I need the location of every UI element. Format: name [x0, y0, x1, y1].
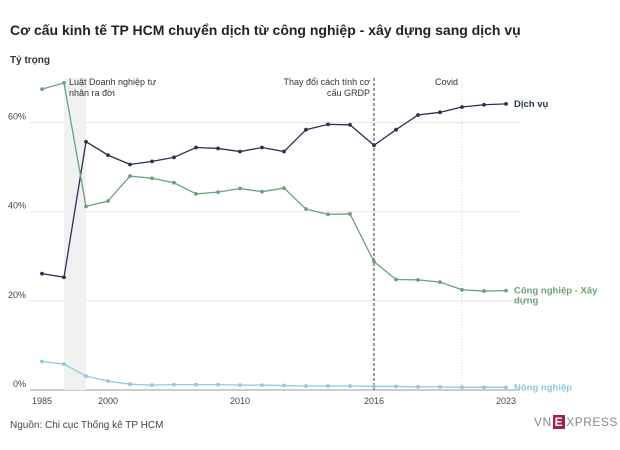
series-2-point-17	[416, 384, 420, 389]
series-0-point-10	[260, 145, 264, 150]
series-2-point-11	[282, 383, 286, 388]
series-0-point-19	[460, 105, 464, 109]
series-0-point-13	[326, 122, 330, 127]
series-2-point-20	[482, 385, 486, 390]
x-tick-label-2: 2010	[230, 396, 250, 406]
series-1-point-3	[106, 199, 110, 203]
series-1-point-20	[482, 289, 486, 293]
series-1-point-17	[416, 278, 420, 282]
series-1-point-1	[62, 81, 66, 85]
series-1-point-12	[304, 207, 308, 211]
series-1-point-2	[84, 204, 88, 209]
series-2-point-3	[106, 379, 110, 383]
annotation-text-0-1: nhân ra đời	[69, 88, 115, 98]
series-label-0-0: Dịch vụ	[514, 99, 549, 110]
series-0-point-20	[482, 102, 486, 107]
annotation-text-0-0: Luật Doanh nghiệp tư	[69, 77, 156, 87]
series-line-1	[41, 82, 507, 292]
series-1-point-21	[504, 288, 508, 293]
series-1-point-0	[40, 87, 44, 92]
series-2-point-9	[238, 383, 242, 387]
series-1-point-6	[172, 180, 176, 185]
series-0-point-3	[106, 153, 110, 158]
series-1-point-7	[194, 191, 198, 196]
logo-prefix: VN	[534, 415, 552, 429]
annotation-band-0	[64, 78, 86, 390]
vnexpress-logo: VN E XPRESS	[534, 415, 618, 429]
logo-suffix: XPRESS	[566, 415, 618, 429]
series-2-point-6	[172, 382, 176, 387]
y-tick-label-1: 20%	[8, 290, 26, 300]
x-tick-label-0: 1985	[32, 396, 52, 406]
series-0-point-9	[238, 149, 242, 154]
series-2-point-10	[260, 383, 264, 387]
series-1-point-5	[150, 176, 154, 181]
annotation-text-1-0: Thay đổi cách tính cơ	[284, 77, 371, 87]
series-line-2	[41, 360, 506, 388]
annotation-text-2-0: Covid	[435, 77, 458, 87]
series-0-point-18	[438, 110, 442, 115]
series-1-point-9	[238, 186, 242, 191]
annotation-text-1-1: cấu GRDP	[327, 88, 370, 98]
series-2-point-7	[194, 382, 198, 387]
x-tick-label-3: 2016	[364, 396, 384, 406]
series-1-point-10	[260, 189, 264, 194]
series-label-1-1: dựng	[514, 296, 538, 307]
series-0-point-0	[40, 271, 44, 276]
series-2-point-18	[438, 384, 442, 389]
series-2-point-16	[394, 384, 398, 389]
series-label-2-0: Nông nghiệp	[514, 382, 572, 393]
series-1-point-11	[282, 186, 286, 190]
series-2-point-8	[216, 382, 220, 387]
series-0-point-12	[304, 127, 308, 132]
series-2-point-14	[348, 384, 352, 388]
series-2-point-21	[504, 385, 508, 390]
x-tick-label-1: 2000	[98, 396, 118, 406]
x-tick-label-4: 2023	[496, 396, 516, 406]
series-2-point-4	[128, 382, 132, 387]
series-0-point-7	[194, 145, 198, 150]
series-1-point-19	[460, 287, 464, 292]
series-1-point-16	[394, 277, 398, 282]
series-line-0	[41, 103, 507, 278]
series-2-point-19	[460, 385, 464, 390]
series-0-point-5	[150, 159, 154, 164]
series-0-point-11	[282, 149, 286, 154]
series-1-point-18	[438, 280, 442, 285]
series-0-point-2	[84, 139, 88, 144]
series-1-point-13	[326, 212, 330, 217]
series-0-point-15	[372, 143, 376, 148]
series-0-point-17	[416, 113, 420, 117]
y-axis-label: Tỷ trọng	[10, 55, 50, 66]
series-0-point-4	[128, 162, 132, 167]
series-2-point-12	[304, 384, 308, 388]
source-note: Nguồn: Chi cục Thống kê TP HCM	[10, 420, 164, 431]
series-0-point-16	[394, 127, 398, 132]
series-2-point-15	[372, 384, 376, 389]
series-2-point-13	[326, 384, 330, 388]
series-0-point-6	[172, 155, 176, 160]
series-2-point-2	[84, 374, 88, 379]
series-2-point-0	[40, 359, 44, 364]
series-2-point-1	[62, 362, 66, 367]
y-tick-label-0: 0%	[13, 379, 26, 389]
series-label-1-0: Công nghiệp - Xây	[514, 286, 598, 297]
y-tick-label-3: 60%	[8, 112, 26, 122]
y-tick-label-2: 40%	[8, 201, 26, 211]
series-0-point-14	[348, 122, 352, 127]
series-1-point-14	[348, 212, 352, 216]
logo-mark: E	[552, 415, 566, 429]
series-0-point-8	[216, 146, 220, 151]
series-0-point-1	[62, 275, 66, 280]
series-1-point-15	[372, 259, 376, 264]
series-2-point-5	[150, 383, 154, 387]
chart-title: Cơ cấu kinh tế TP HCM chuyển dịch từ côn…	[10, 22, 521, 38]
series-1-point-8	[216, 190, 220, 195]
series-1-point-4	[128, 174, 132, 178]
series-0-point-21	[504, 101, 508, 106]
